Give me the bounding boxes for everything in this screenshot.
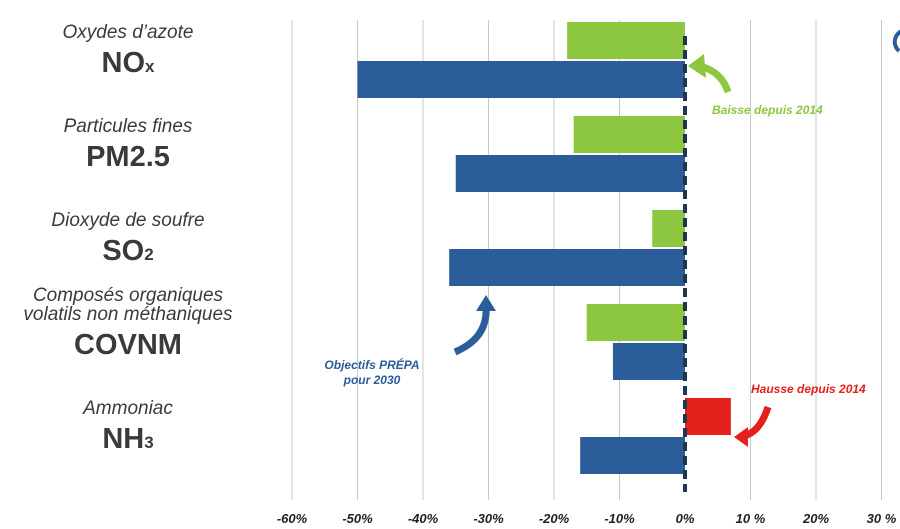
bar-objective-prepa-2030 — [449, 249, 685, 286]
category-labels: Oxydes d’azote NOx Particules fines PM2.5 Di… — [23, 22, 233, 455]
category-subtitle: Composés organiques — [33, 285, 224, 306]
x-tick-label: 0% — [676, 511, 695, 526]
category-subtitle: volatils non méthaniques — [23, 304, 233, 325]
category-subtitle: Oxydes d’azote — [63, 22, 194, 43]
x-tick-label: -30% — [473, 511, 504, 526]
category-subtitle: Particules fines — [64, 116, 193, 137]
bar-decrease-since-2014 — [652, 210, 685, 247]
category-code-subscript: 2 — [144, 245, 153, 264]
objective-arrow — [453, 306, 490, 356]
objective-arrow-head — [476, 295, 496, 311]
annotation-objective: Objectifs PRÉPA — [324, 357, 419, 372]
x-tick-label: 20% — [802, 511, 829, 526]
bar-objective-prepa-2030 — [357, 61, 685, 98]
category-subtitle: Ammoniac — [82, 398, 173, 419]
annotation-decrease: Baisse depuis 2014 — [712, 103, 823, 117]
increase-arrow-head — [734, 427, 748, 447]
bar-decrease-since-2014 — [573, 116, 685, 153]
category-code: SO2 — [102, 235, 153, 267]
bar-objective-prepa-2030 — [580, 437, 685, 474]
x-tick-label: 30 % — [867, 511, 897, 526]
bar-objective-prepa-2030 — [455, 155, 685, 192]
category-code: PM2.5 — [86, 141, 170, 173]
category-code-subscript: x — [145, 57, 155, 76]
category-code: NOx — [102, 47, 156, 79]
annotation-objective: pour 2030 — [343, 373, 401, 387]
bar-objective-prepa-2030 — [612, 343, 685, 380]
bar-decrease-since-2014 — [567, 22, 685, 59]
bars-group — [357, 22, 731, 474]
bar-decrease-since-2014 — [586, 304, 685, 341]
x-tick-label: 10 % — [736, 511, 766, 526]
category-code: COVNM — [74, 329, 182, 361]
x-tick-label: -10% — [604, 511, 635, 526]
partial-circle-icon — [892, 29, 900, 53]
x-tick-labels: -60% -50% -40% -30% -20% -10% 0% 10 % 20% 30 % — [277, 511, 897, 526]
x-tick-label: -50% — [342, 511, 373, 526]
annotations: Baisse depuis 2014 Hausse depuis 2014 Obje… — [324, 29, 900, 447]
x-tick-label: -60% — [277, 511, 308, 526]
x-tick-label: -40% — [408, 511, 439, 526]
annotation-increase: Hausse depuis 2014 — [751, 382, 866, 396]
x-tick-label: -20% — [539, 511, 570, 526]
bar-increase-since-2014 — [685, 398, 731, 435]
category-subtitle: Dioxyde de soufre — [51, 210, 204, 231]
decrease-arrow-head — [688, 54, 706, 78]
category-code: NH3 — [102, 423, 153, 455]
category-code-subscript: 3 — [144, 433, 153, 452]
